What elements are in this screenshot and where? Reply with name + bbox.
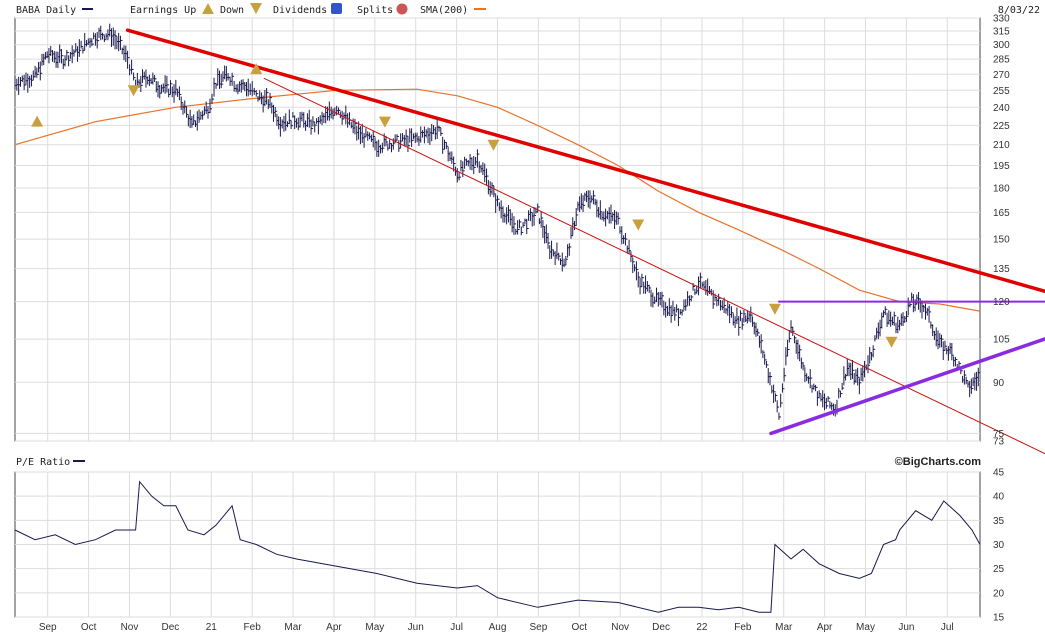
pe-label: P/E Ratio xyxy=(16,457,70,468)
price-y-tick-label: 285 xyxy=(993,55,1010,66)
earnings-down-icon xyxy=(127,85,140,97)
pe-ratio-line xyxy=(14,480,981,613)
downtrend-thin-line xyxy=(263,77,1045,455)
legend-splits: Splits xyxy=(357,5,393,16)
earnings-up-icon xyxy=(250,63,263,75)
x-tick-label: May xyxy=(365,622,384,633)
earnings-marker-shape xyxy=(768,303,781,315)
x-tick-label: Feb xyxy=(734,622,752,633)
price-y-tick-label: 240 xyxy=(993,103,1010,114)
split-icon xyxy=(396,3,408,15)
price-y-tick-label: 270 xyxy=(993,70,1010,81)
tick-layer: Sep Oct Nov Dec 21 Feb Mar Apr May Jun Jul Aug Sep Oc… xyxy=(39,14,1010,634)
price-y-tick-label: 73 xyxy=(993,437,1005,448)
pe-y-tick-label: 25 xyxy=(993,564,1005,575)
price-y-tick-label: 90 xyxy=(993,378,1005,389)
price-series xyxy=(14,23,981,420)
earnings-marker-shape xyxy=(127,85,140,97)
earnings-down-icon xyxy=(378,116,391,128)
price-y-tick-label: 255 xyxy=(993,86,1010,97)
x-tick-label: Sep xyxy=(529,622,547,633)
pe-y-tick-label: 35 xyxy=(993,516,1005,527)
earnings-marker-shape xyxy=(885,336,898,348)
x-tick-label: Oct xyxy=(81,622,97,633)
earnings-marker-shape xyxy=(31,115,44,127)
series-layer xyxy=(14,23,1045,613)
pe-y-tick-label: 15 xyxy=(993,613,1005,624)
price-y-tick-label: 135 xyxy=(993,264,1010,275)
earnings-down-icon xyxy=(632,219,645,231)
price-y-tick-label: 225 xyxy=(993,121,1010,132)
price-y-tick-label: 150 xyxy=(993,235,1010,246)
x-tick-label: Jul xyxy=(941,622,954,633)
legend-dividends: Dividends xyxy=(273,5,327,16)
x-tick-label: Apr xyxy=(326,622,342,633)
x-tick-label: Jul xyxy=(450,622,463,633)
price-y-tick-label: 180 xyxy=(993,183,1010,194)
earnings-down-icon xyxy=(768,303,781,315)
x-tick-label: Mar xyxy=(775,622,793,633)
price-y-tick-label: 105 xyxy=(993,335,1010,346)
earnings-marker-shape xyxy=(632,219,645,231)
x-tick-label: Mar xyxy=(284,622,302,633)
chart-date: 8/03/22 xyxy=(998,5,1040,16)
price-y-tick-label: 330 xyxy=(993,14,1010,25)
pe-y-tick-label: 45 xyxy=(993,468,1005,479)
pe-y-tick-label: 40 xyxy=(993,492,1005,503)
pe-y-tick-label: 30 xyxy=(993,540,1005,551)
price-y-tick-label: 315 xyxy=(993,27,1010,38)
price-y-tick-label: 165 xyxy=(993,208,1010,219)
legend-sma: SMA(200) xyxy=(420,5,468,16)
x-tick-label: Jun xyxy=(408,622,424,633)
x-tick-label: Jun xyxy=(898,622,914,633)
x-tick-label: May xyxy=(856,622,875,633)
legend-earnings-up: Earnings Up xyxy=(130,5,196,16)
earnings-up-icon xyxy=(202,3,214,14)
earnings-down-icon xyxy=(250,3,262,14)
x-tick-label: Dec xyxy=(161,622,179,633)
rising-support-line xyxy=(769,337,1045,436)
dividend-icon xyxy=(331,3,342,14)
symbol-title: BABA Daily xyxy=(16,5,76,16)
earnings-up-icon xyxy=(31,115,44,127)
x-tick-label: Aug xyxy=(489,622,507,633)
marker-layer xyxy=(31,63,898,348)
x-tick-label: Sep xyxy=(39,622,57,633)
x-tick-label: Feb xyxy=(244,622,262,633)
price-y-tick-label: 75 xyxy=(993,429,1005,440)
downtrend-thick-line xyxy=(125,28,1045,294)
price-y-tick-label: 300 xyxy=(993,40,1010,51)
x-tick-label: Oct xyxy=(571,622,587,633)
legend-down: Down xyxy=(220,5,244,16)
x-tick-label: Dec xyxy=(652,622,670,633)
x-tick-label: Nov xyxy=(611,622,629,633)
earnings-down-icon xyxy=(487,139,500,151)
earnings-marker-shape xyxy=(250,63,263,75)
x-tick-label: 21 xyxy=(206,622,218,633)
earnings-marker-shape xyxy=(378,116,391,128)
pe-y-tick-label: 20 xyxy=(993,588,1005,599)
x-tick-label: 22 xyxy=(696,622,708,633)
price-y-tick-label: 210 xyxy=(993,140,1010,151)
earnings-down-icon xyxy=(885,336,898,348)
brand-label: ©BigCharts.com xyxy=(895,456,982,468)
price-y-tick-label: 120 xyxy=(993,297,1010,308)
price-y-tick-label: 195 xyxy=(993,161,1010,172)
earnings-marker-shape xyxy=(487,139,500,151)
x-tick-label: Nov xyxy=(121,622,139,633)
x-tick-label: Apr xyxy=(817,622,833,633)
